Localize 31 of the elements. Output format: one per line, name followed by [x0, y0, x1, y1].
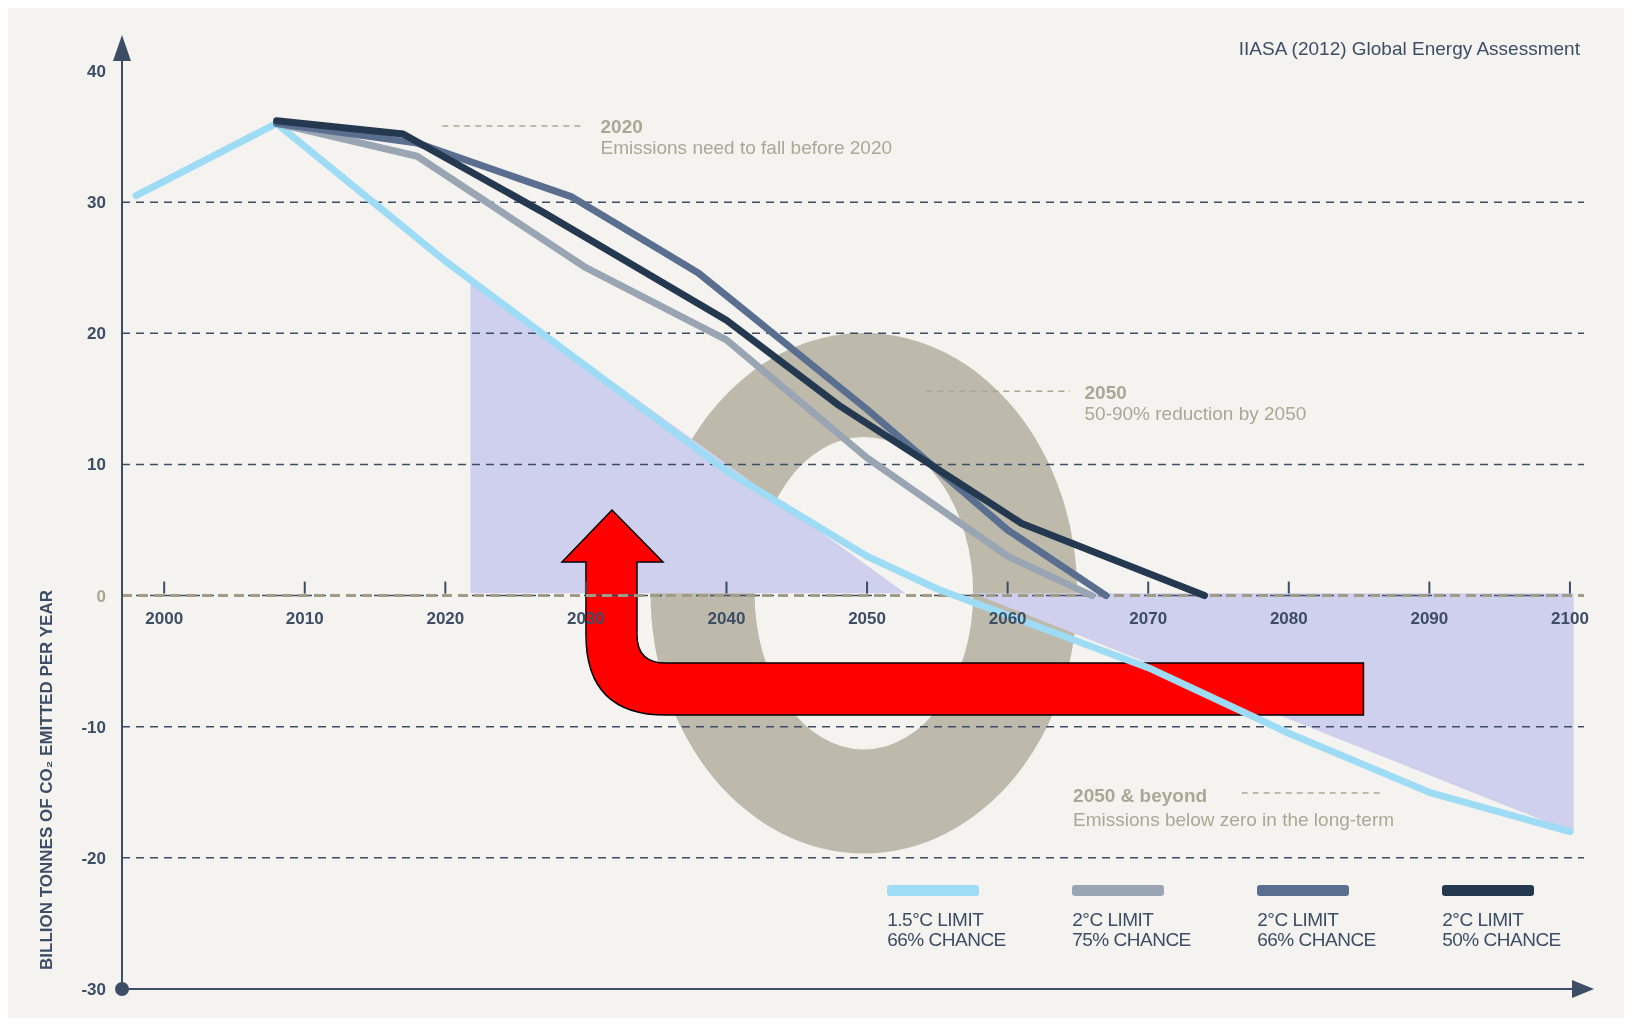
x-tick-label: 2040 — [707, 608, 746, 628]
x-tick-label: 2030 — [566, 608, 605, 628]
annotation: 2050 & beyond — [1073, 785, 1208, 807]
annotation: Emissions need to fall before 2020 — [600, 137, 893, 159]
x-tick-label: 2100 — [1551, 608, 1589, 628]
x-tick-label: 2010 — [285, 608, 324, 628]
x-tick-label: 2020 — [426, 608, 465, 628]
y-tick-label: 10 — [87, 455, 106, 475]
y-tick-label: -30 — [81, 980, 106, 999]
y-tick-label: 30 — [87, 193, 106, 213]
legend-label: 1.5°C LIMIT 66% CHANCE — [887, 908, 1007, 950]
annotation: Emissions below zero in the long-term — [1073, 809, 1395, 831]
annotation: 50-90% reduction by 2050 — [1084, 403, 1307, 425]
x-tick-label: 2050 — [848, 608, 886, 628]
text: IIASA (2012) Global Energy Assessment — [1238, 38, 1581, 60]
y-tick-label: -20 — [81, 848, 106, 868]
x-tick-label: 2060 — [988, 608, 1027, 628]
y-tick-label: 40 — [87, 62, 106, 81]
legend-label: 2°C LIMIT 66% CHANCE — [1257, 908, 1377, 950]
x-tick-label: 2090 — [1410, 608, 1449, 628]
legend-label: 2°C LIMIT 75% CHANCE — [1072, 908, 1192, 950]
x-tick-label: 2080 — [1269, 608, 1308, 628]
annotation: 2020 — [600, 116, 643, 138]
y-tick-label: 0 — [96, 586, 106, 606]
x-tick-label: 2000 — [145, 608, 184, 628]
x-tick-label: 2070 — [1129, 608, 1168, 628]
annotation: 2050 — [1084, 381, 1127, 403]
y-axis-title: BILLION TONNES OF CO₂ EMITTED PER YEAR — [37, 589, 57, 971]
y-tick-label: -10 — [81, 717, 106, 737]
legend-label: 2°C LIMIT 50% CHANCE — [1442, 908, 1562, 950]
y-tick-label: 20 — [87, 324, 106, 344]
